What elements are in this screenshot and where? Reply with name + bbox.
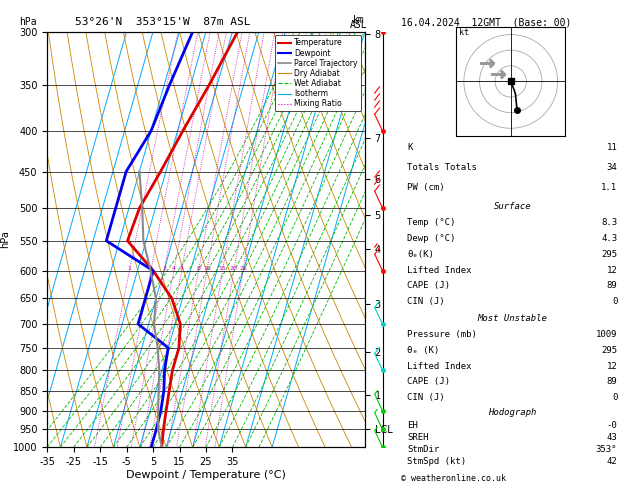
Text: StmSpd (kt): StmSpd (kt) xyxy=(408,457,467,466)
Text: hPa: hPa xyxy=(19,17,36,27)
Text: 1.1: 1.1 xyxy=(601,183,617,192)
Text: -0: -0 xyxy=(606,420,617,430)
Text: 295: 295 xyxy=(601,250,617,259)
Text: Most Unstable: Most Unstable xyxy=(477,314,547,323)
Text: 1009: 1009 xyxy=(596,330,617,339)
Text: km: km xyxy=(353,15,364,25)
Text: 3: 3 xyxy=(162,266,166,271)
Text: 89: 89 xyxy=(606,378,617,386)
Text: 8: 8 xyxy=(197,266,201,271)
Text: Totals Totals: Totals Totals xyxy=(408,163,477,172)
Text: 11: 11 xyxy=(606,143,617,153)
Text: 4.3: 4.3 xyxy=(601,234,617,243)
Text: 12: 12 xyxy=(606,265,617,275)
Text: EH: EH xyxy=(408,420,418,430)
Text: 42: 42 xyxy=(606,457,617,466)
Text: Hodograph: Hodograph xyxy=(488,408,537,417)
X-axis label: Dewpoint / Temperature (°C): Dewpoint / Temperature (°C) xyxy=(126,469,286,480)
Text: Pressure (mb): Pressure (mb) xyxy=(408,330,477,339)
Text: 4: 4 xyxy=(172,266,176,271)
Text: PW (cm): PW (cm) xyxy=(408,183,445,192)
Text: ASL: ASL xyxy=(350,20,367,31)
Text: 5: 5 xyxy=(180,266,184,271)
Text: SREH: SREH xyxy=(408,433,429,442)
Text: CAPE (J): CAPE (J) xyxy=(408,281,450,290)
Legend: Temperature, Dewpoint, Parcel Trajectory, Dry Adiabat, Wet Adiabat, Isotherm, Mi: Temperature, Dewpoint, Parcel Trajectory… xyxy=(275,35,361,111)
Text: 53°26'N  353°15'W  87m ASL: 53°26'N 353°15'W 87m ASL xyxy=(75,17,251,27)
Text: CIN (J): CIN (J) xyxy=(408,393,445,402)
Text: Lifted Index: Lifted Index xyxy=(408,265,472,275)
Text: 15: 15 xyxy=(219,266,226,271)
Text: 0: 0 xyxy=(612,393,617,402)
Text: 2: 2 xyxy=(149,266,153,271)
Text: 295: 295 xyxy=(601,346,617,355)
Text: Surface: Surface xyxy=(494,202,531,211)
Text: © weatheronline.co.uk: © weatheronline.co.uk xyxy=(401,474,506,483)
Text: CIN (J): CIN (J) xyxy=(408,297,445,306)
Polygon shape xyxy=(375,7,381,15)
Text: 353°: 353° xyxy=(596,445,617,454)
Text: 10: 10 xyxy=(203,266,211,271)
Text: 43: 43 xyxy=(606,433,617,442)
Text: θₑ (K): θₑ (K) xyxy=(408,346,440,355)
Text: 0: 0 xyxy=(612,297,617,306)
Text: 34: 34 xyxy=(606,163,617,172)
Text: CAPE (J): CAPE (J) xyxy=(408,378,450,386)
Text: 25: 25 xyxy=(239,266,247,271)
Text: θₑ(K): θₑ(K) xyxy=(408,250,434,259)
Text: K: K xyxy=(408,143,413,153)
Y-axis label: hPa: hPa xyxy=(0,230,10,248)
Text: Temp (°C): Temp (°C) xyxy=(408,218,456,227)
Text: 1: 1 xyxy=(128,266,131,271)
Text: Dewp (°C): Dewp (°C) xyxy=(408,234,456,243)
Text: Lifted Index: Lifted Index xyxy=(408,362,472,371)
Text: 20: 20 xyxy=(230,266,238,271)
Text: 8.3: 8.3 xyxy=(601,218,617,227)
Text: 16.04.2024  12GMT  (Base: 00): 16.04.2024 12GMT (Base: 00) xyxy=(401,17,571,27)
Text: kt: kt xyxy=(459,28,469,36)
Text: 89: 89 xyxy=(606,281,617,290)
Text: StmDir: StmDir xyxy=(408,445,440,454)
Text: 12: 12 xyxy=(606,362,617,371)
